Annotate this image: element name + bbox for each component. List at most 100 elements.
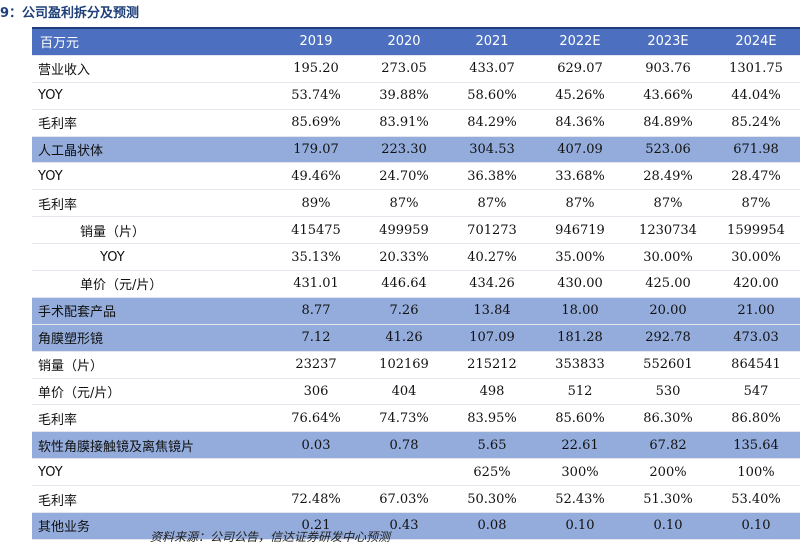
table-row: 人工晶状体 179.07 223.30 304.53 407.09 523.06 671.9… xyxy=(32,136,800,164)
table-cell xyxy=(360,458,448,487)
table-cell: 7.26 xyxy=(360,297,448,325)
table-cell: 53.74% xyxy=(272,82,360,110)
row-label: 单价（元/片） xyxy=(32,270,272,298)
table-cell: 404 xyxy=(360,378,448,406)
table-cell: 24.70% xyxy=(360,162,448,191)
table-row: 手术配套产品 8.77 7.26 13.84 18.00 20.00 21.00 xyxy=(32,297,800,325)
table-cell: 473.03 xyxy=(712,324,800,352)
table-cell: 30.00% xyxy=(624,243,712,272)
table-row: 单价（元/片） 306 404 498 512 530 547 xyxy=(32,378,800,406)
table-cell: 629.07 xyxy=(536,55,624,83)
table-cell: 87% xyxy=(360,189,448,218)
table-cell: 87% xyxy=(448,189,536,218)
row-label: YOY xyxy=(32,243,272,272)
table-cell: 306 xyxy=(272,378,360,406)
table-cell: 425.00 xyxy=(624,270,712,298)
table-cell: 35.00% xyxy=(536,243,624,272)
table-cell: 85.24% xyxy=(712,109,800,137)
table-cell: 181.28 xyxy=(536,324,624,352)
table-cell: 85.60% xyxy=(536,404,624,433)
table-body: 营业收入 195.20 273.05 433.07 629.07 903.76 1301.7… xyxy=(32,55,800,540)
table-cell: 45.26% xyxy=(536,82,624,110)
table-cell: 273.05 xyxy=(360,55,448,83)
table-cell: 701273 xyxy=(448,216,536,245)
table-cell xyxy=(272,458,360,487)
table-cell: 28.49% xyxy=(624,162,712,191)
row-label: 毛利率 xyxy=(32,404,272,433)
table-cell: 83.95% xyxy=(448,404,536,433)
table-row: 角膜塑形镜 7.12 41.26 107.09 181.28 292.78 473.03 xyxy=(32,324,800,352)
table-cell: 434.26 xyxy=(448,270,536,298)
table-cell: 72.48% xyxy=(272,485,360,514)
table-row: 其他业务 0.21 0.43 0.08 0.10 0.10 0.10 xyxy=(32,512,800,540)
header-cell: 2022E xyxy=(536,29,624,56)
table-cell: 87% xyxy=(536,189,624,218)
table-row: 毛利率 85.69% 83.91% 84.29% 84.36% 84.89% 85.24% xyxy=(32,109,800,137)
table-cell: 433.07 xyxy=(448,55,536,83)
table-cell: 1301.75 xyxy=(712,55,800,83)
title-rule xyxy=(32,27,800,29)
header-cell: 2020 xyxy=(360,29,448,56)
table-cell: 83.91% xyxy=(360,109,448,137)
table-cell: 552601 xyxy=(624,351,712,379)
table-cell: 5.65 xyxy=(448,431,536,460)
table-cell: 67.03% xyxy=(360,485,448,514)
table-cell: 39.88% xyxy=(360,82,448,110)
header-cell: 2023E xyxy=(624,29,712,56)
table-cell: 903.76 xyxy=(624,55,712,83)
table-row: 销量（片） 415475 499959 701273 946719 1230734 1599… xyxy=(32,216,800,245)
header-row: 百万元 2019 2020 2021 2022E 2023E 2024E xyxy=(32,29,800,56)
table-cell: 13.84 xyxy=(448,297,536,325)
table-row: 软性角膜接触镜及离焦镜片 0.03 0.78 5.65 22.61 67.82 135.64 xyxy=(32,431,800,460)
table-cell: 0.08 xyxy=(448,512,536,540)
table-cell: 0.78 xyxy=(360,431,448,460)
table-row: YOY 49.46% 24.70% 36.38% 33.68% 28.49% 28.47% xyxy=(32,162,800,191)
table-row: 毛利率 89% 87% 87% 87% 87% 87% xyxy=(32,189,800,218)
row-label: 毛利率 xyxy=(32,189,272,218)
table-cell: 0.21 xyxy=(272,512,360,540)
table-cell: 135.64 xyxy=(712,431,800,460)
table-cell: 100% xyxy=(712,458,800,487)
table-cell: 625% xyxy=(448,458,536,487)
table-row: YOY 53.74% 39.88% 58.60% 45.26% 43.66% 44.04% xyxy=(32,82,800,110)
table-cell: 446.64 xyxy=(360,270,448,298)
table-cell: 49.46% xyxy=(272,162,360,191)
row-label: 销量（片） xyxy=(32,351,272,379)
table-cell: 1599954 xyxy=(712,216,800,245)
table-row: YOY 625% 300% 200% 100% xyxy=(32,458,800,487)
table-cell: 43.66% xyxy=(624,82,712,110)
table-cell: 7.12 xyxy=(272,324,360,352)
table-cell: 58.60% xyxy=(448,82,536,110)
row-label: YOY xyxy=(32,458,272,487)
table-cell: 53.40% xyxy=(712,485,800,514)
row-label: YOY xyxy=(32,162,272,191)
table-cell: 946719 xyxy=(536,216,624,245)
header-cell: 2019 xyxy=(272,29,360,56)
table-cell: 33.68% xyxy=(536,162,624,191)
table-row: YOY 35.13% 20.33% 40.27% 35.00% 30.00% 30.00% xyxy=(32,243,800,272)
table-cell: 84.89% xyxy=(624,109,712,137)
table-cell: 36.38% xyxy=(448,162,536,191)
row-label: 手术配套产品 xyxy=(32,297,272,325)
table-cell: 512 xyxy=(536,378,624,406)
earnings-forecast-table: 百万元 2019 2020 2021 2022E 2023E 2024E 营业收… xyxy=(32,29,800,540)
table-cell: 1230734 xyxy=(624,216,712,245)
table-cell: 84.36% xyxy=(536,109,624,137)
table-row: 营业收入 195.20 273.05 433.07 629.07 903.76 1301.7… xyxy=(32,55,800,83)
table-row: 毛利率 76.64% 74.73% 83.95% 85.60% 86.30% 86.80% xyxy=(32,404,800,433)
table-cell: 547 xyxy=(712,378,800,406)
row-label: 销量（片） xyxy=(32,216,272,245)
header-cell: 2024E xyxy=(712,29,800,56)
table-cell: 20.33% xyxy=(360,243,448,272)
table-cell: 300% xyxy=(536,458,624,487)
row-label: 单价（元/片） xyxy=(32,378,272,406)
table-cell: 864541 xyxy=(712,351,800,379)
table-cell: 0.10 xyxy=(536,512,624,540)
table-cell: 20.00 xyxy=(624,297,712,325)
table-cell: 353833 xyxy=(536,351,624,379)
table-cell: 407.09 xyxy=(536,136,624,164)
table-cell: 18.00 xyxy=(536,297,624,325)
table-cell: 0.10 xyxy=(712,512,800,540)
row-label: 其他业务 xyxy=(32,512,272,540)
table-cell: 671.98 xyxy=(712,136,800,164)
